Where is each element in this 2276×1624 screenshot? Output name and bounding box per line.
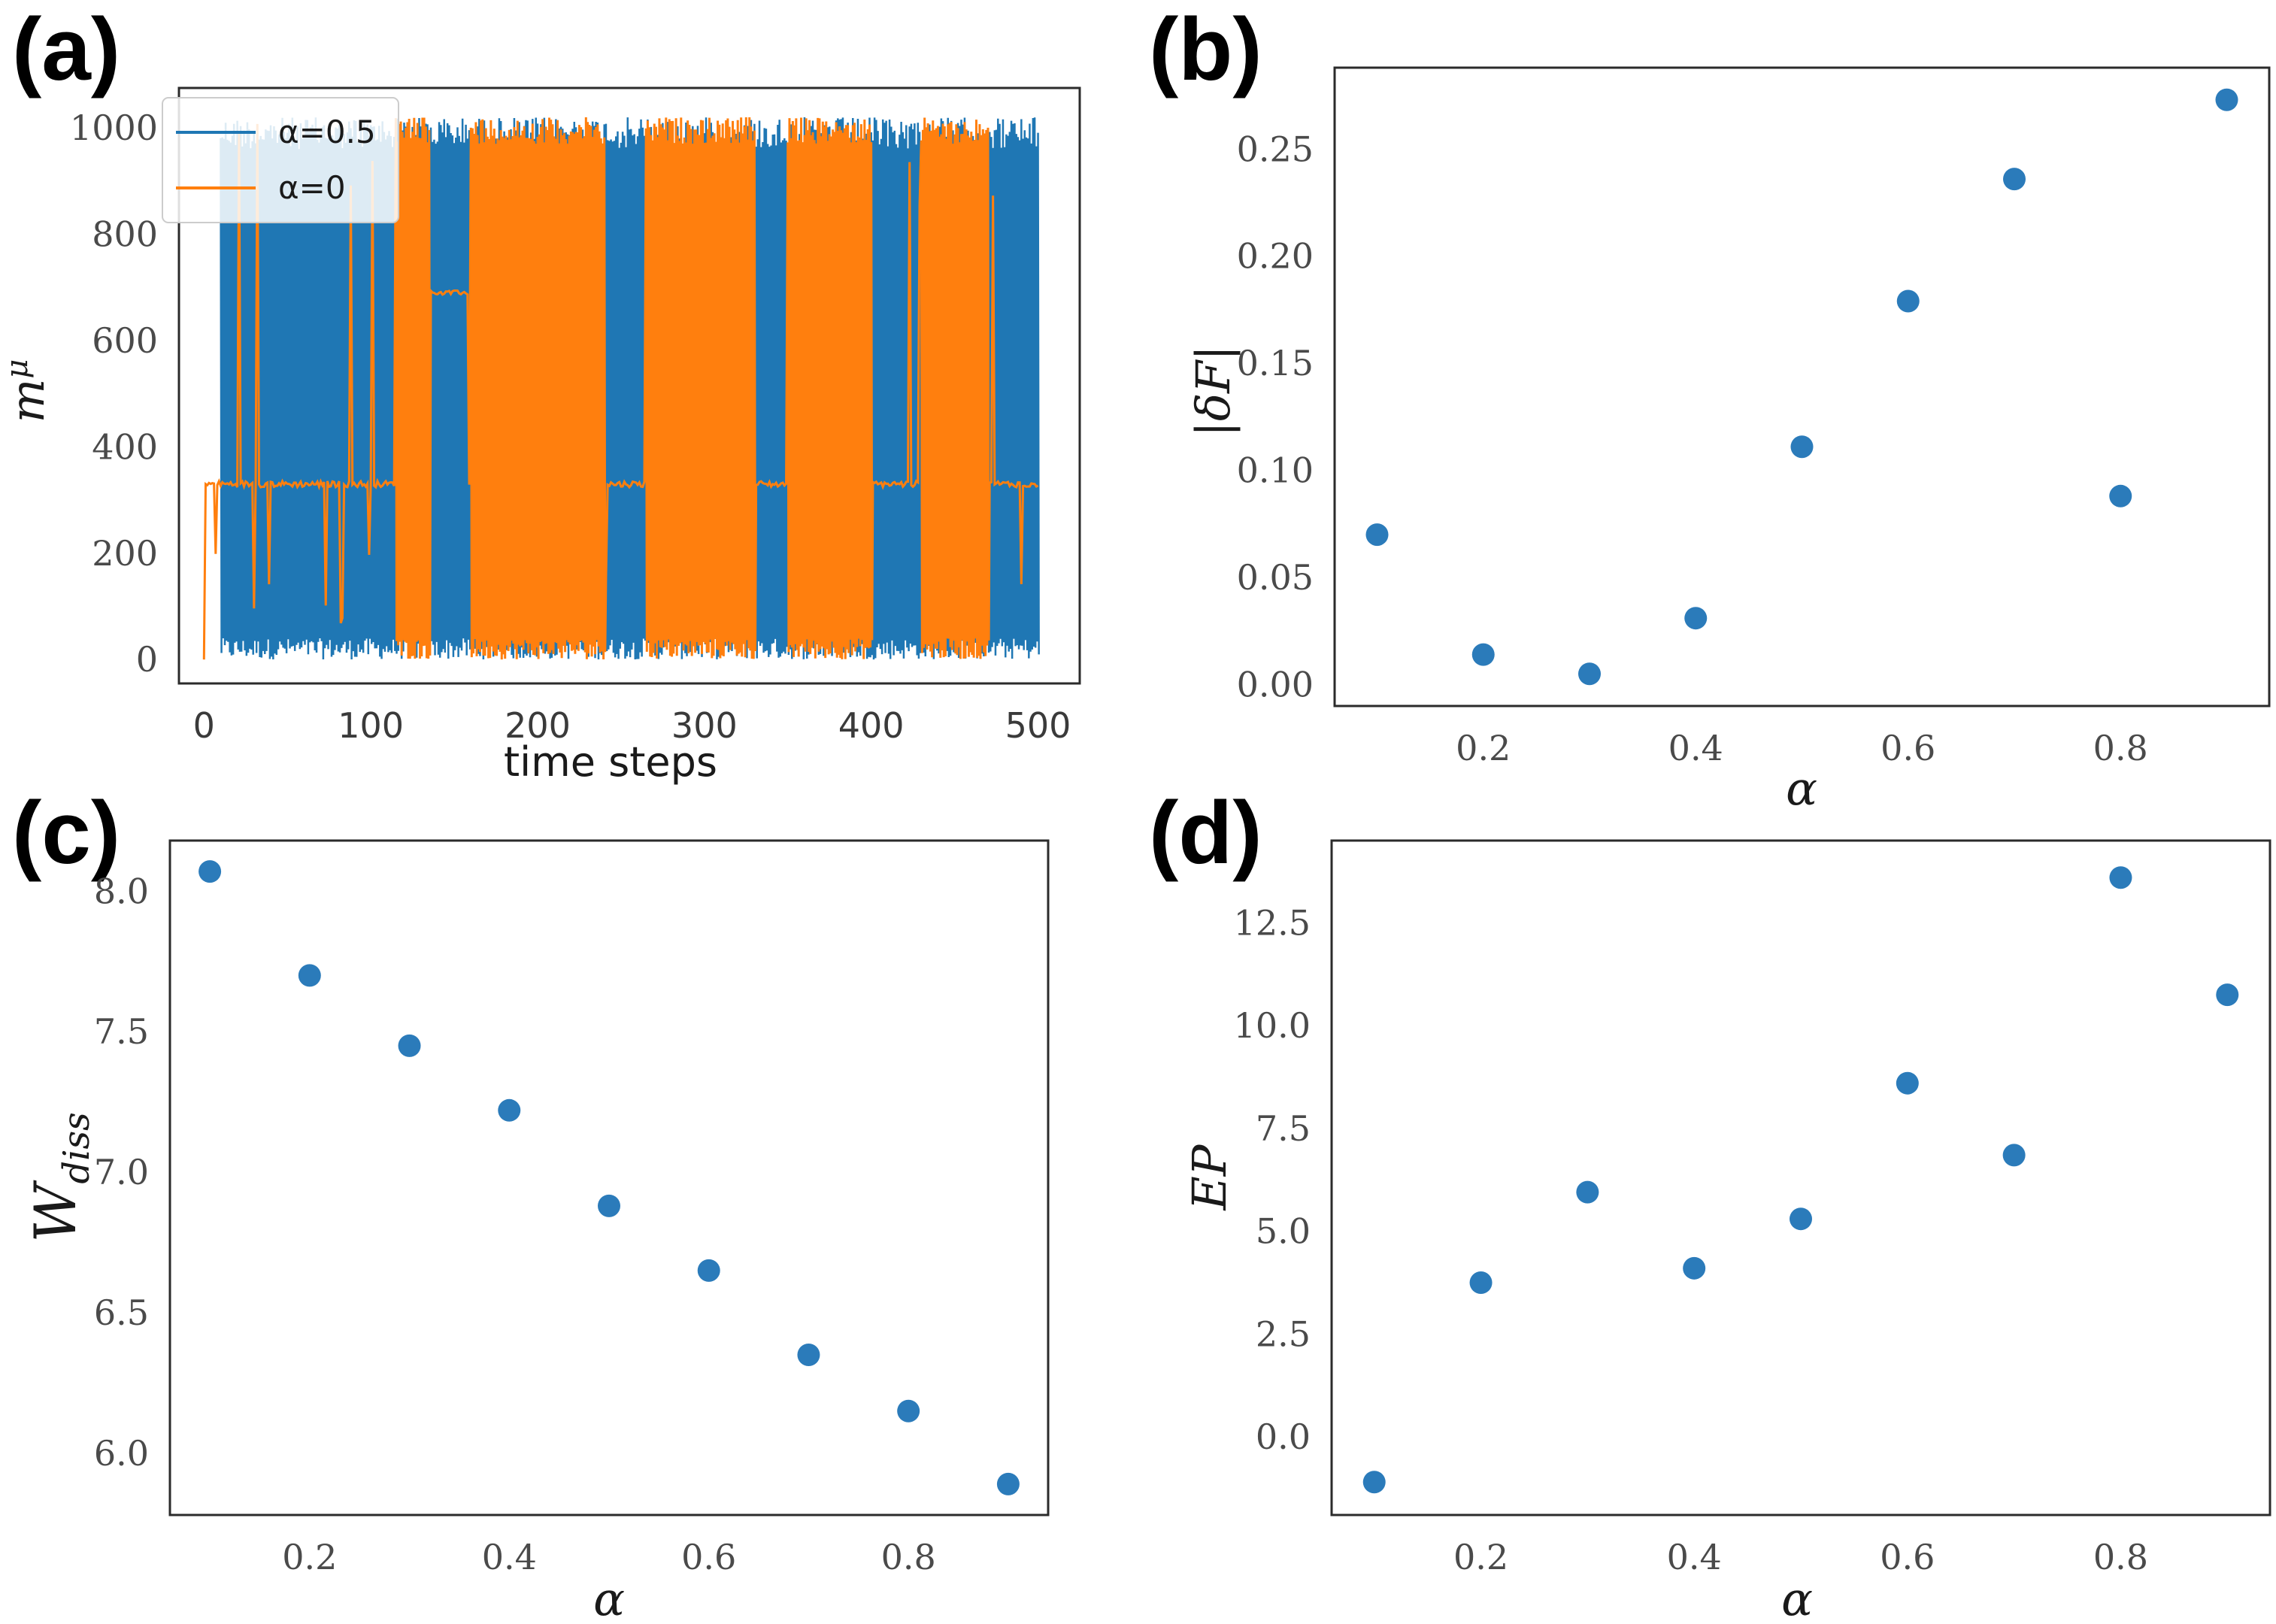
scatter-point xyxy=(1896,1071,1919,1095)
scatter-point xyxy=(1683,1256,1706,1280)
panel-b-frame xyxy=(1333,66,2271,707)
x-tick-label: 500 xyxy=(1005,705,1071,746)
x-tick-label: 0 xyxy=(193,705,215,746)
y-tick-label: 0.10 xyxy=(1237,450,1314,491)
panel-a-time-series: 0 100 200 300 400 500 0 200 400 600 800 1000 time s… xyxy=(0,86,1081,786)
y-tick-label: 7.5 xyxy=(94,1011,149,1052)
x-tick-label: 400 xyxy=(838,705,905,746)
panel-d-x-label: α xyxy=(1781,1571,1813,1624)
x-tick-label: 300 xyxy=(671,705,738,746)
y-tick-label: 8.0 xyxy=(94,871,149,911)
y-tick-label: 600 xyxy=(92,320,158,361)
panel-c-y-label: Wdiss xyxy=(22,1112,98,1242)
scatter-point xyxy=(1578,662,1601,686)
scatter-point xyxy=(797,1343,820,1366)
scatter-point xyxy=(1471,643,1495,666)
y-tick-label: 0.05 xyxy=(1237,557,1314,598)
scatter-point xyxy=(1362,1471,1386,1494)
y-tick-label: 2.5 xyxy=(1256,1313,1311,1354)
panel-c-x-label: α xyxy=(593,1571,625,1624)
y-tick-label: 400 xyxy=(92,426,158,467)
y-tick-label: 0.25 xyxy=(1237,129,1314,169)
x-tick-label: 0.6 xyxy=(1880,1537,1935,1577)
y-tick-label: 0.20 xyxy=(1237,236,1314,277)
scatter-point xyxy=(298,964,321,987)
scatter-point xyxy=(199,860,222,883)
scatter-point xyxy=(697,1259,720,1282)
scatter-point xyxy=(996,1472,1020,1495)
scatter-point xyxy=(2215,88,2238,111)
panel-c-scatter: 0.2 0.4 0.6 0.8 6.0 6.5 7.0 7.5 8.0 α Wdiss xyxy=(22,839,1050,1624)
legend-label-alpha-0-5: α=0.5 xyxy=(278,114,376,150)
x-tick-label: 0.8 xyxy=(881,1537,936,1577)
panel-b-y-label: |δF| xyxy=(1186,345,1241,437)
scatter-point xyxy=(1790,435,1814,459)
y-tick-label: 6.0 xyxy=(94,1433,149,1474)
x-tick-label: 0.8 xyxy=(2093,728,2148,768)
panel-letter-c: (c) xyxy=(12,783,120,883)
scatter-point xyxy=(1365,523,1389,547)
scatter-point xyxy=(2003,168,2026,191)
legend-label-alpha-0: α=0 xyxy=(278,169,346,206)
scatter-point xyxy=(598,1194,620,1217)
y-tick-label: 5.0 xyxy=(1256,1211,1311,1252)
panel-d-y-label: EP xyxy=(1182,1144,1237,1210)
y-tick-label: 200 xyxy=(92,533,158,574)
legend-box xyxy=(162,97,399,223)
y-tick-label: 12.5 xyxy=(1234,902,1311,943)
panel-letter-d: (d) xyxy=(1149,783,1262,883)
series-line-alpha-0 xyxy=(202,117,1039,660)
scatter-point xyxy=(897,1399,920,1423)
scatter-point xyxy=(2109,484,2132,508)
scatter-point xyxy=(2216,983,2239,1007)
x-tick-label: 0.4 xyxy=(1668,728,1723,768)
y-tick-label: 0.00 xyxy=(1237,665,1314,705)
panel-c-frame xyxy=(168,839,1050,1516)
panel-letter-b: (b) xyxy=(1149,0,1262,99)
y-tick-label: 10.0 xyxy=(1234,1005,1311,1046)
panel-a-legend: α=0.5 α=0 xyxy=(162,97,399,223)
panel-d-scatter: 0.2 0.4 0.6 0.8 0.0 2.5 5.0 7.5 10.0 12.5 α EP xyxy=(1182,839,2271,1624)
y-tick-label: 800 xyxy=(92,214,158,254)
x-tick-label: 0.8 xyxy=(2093,1537,2148,1577)
scatter-point xyxy=(1684,607,1708,630)
x-tick-label: 0.4 xyxy=(482,1537,537,1577)
panel-a-x-label: time steps xyxy=(504,738,717,786)
x-tick-label: 0.6 xyxy=(1881,728,1935,768)
scatter-point xyxy=(398,1034,421,1057)
y-tick-label: 0.0 xyxy=(1256,1416,1311,1457)
x-tick-label: 0.2 xyxy=(1453,1537,1508,1577)
scatter-point xyxy=(1469,1271,1493,1294)
y-tick-label: 0.15 xyxy=(1237,343,1314,383)
x-tick-label: 0.2 xyxy=(282,1537,337,1577)
scatter-point xyxy=(1790,1207,1812,1231)
series-line-alpha-0-5 xyxy=(220,117,1040,660)
panel-a-frame xyxy=(177,86,1081,685)
scatter-point xyxy=(1896,289,1920,313)
scatter-point xyxy=(1576,1180,1599,1204)
scatter-point xyxy=(2002,1144,2026,1167)
y-tick-label: 6.5 xyxy=(94,1292,149,1333)
x-tick-label: 0.4 xyxy=(1667,1537,1722,1577)
panel-b-x-label: α xyxy=(1786,761,1817,816)
x-tick-label: 200 xyxy=(505,705,571,746)
panel-a-y-label: mμ xyxy=(0,359,55,423)
x-tick-label: 100 xyxy=(338,705,404,746)
y-tick-label: 7.5 xyxy=(1256,1108,1311,1149)
y-tick-label: 0 xyxy=(136,639,158,680)
y-tick-label: 1000 xyxy=(70,108,158,148)
y-tick-label: 7.0 xyxy=(94,1152,149,1192)
panel-d-frame xyxy=(1330,839,2271,1516)
scatter-point xyxy=(2109,866,2132,889)
panel-b-scatter: 0.2 0.4 0.6 0.8 0.00 0.05 0.10 0.15 0.20 0.25 α |… xyxy=(1186,66,2271,816)
x-tick-label: 0.6 xyxy=(681,1537,736,1577)
panel-letter-a: (a) xyxy=(12,0,120,99)
x-tick-label: 0.2 xyxy=(1456,728,1511,768)
scatter-point xyxy=(498,1098,521,1122)
